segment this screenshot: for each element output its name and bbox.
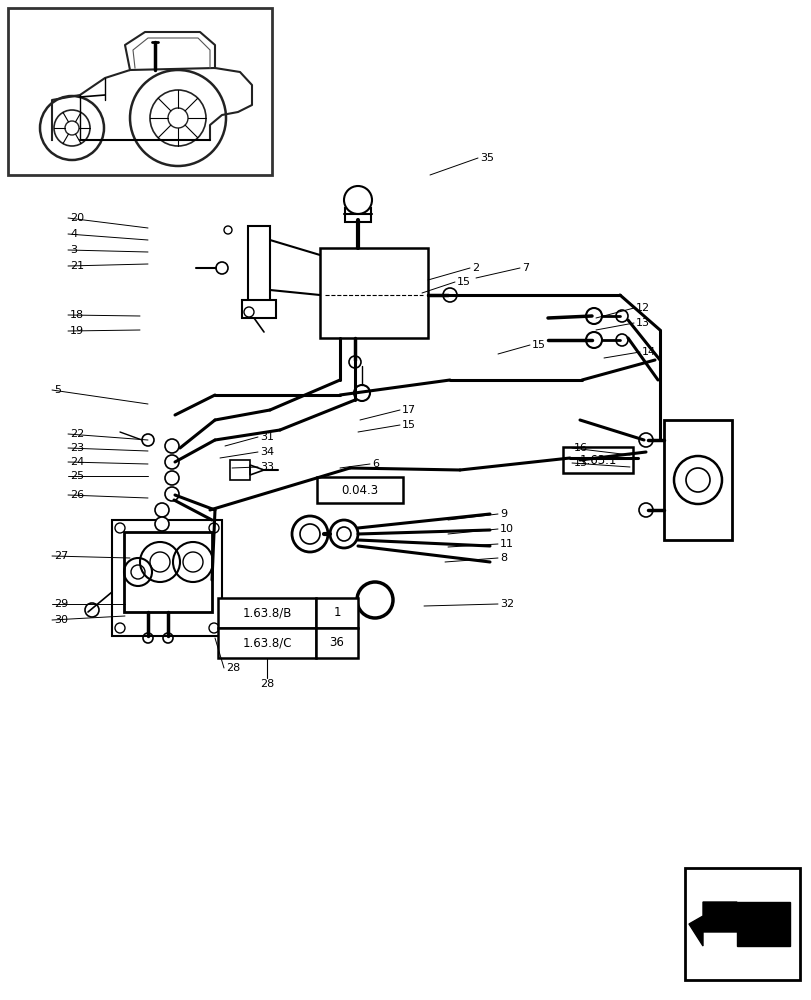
- Text: 15: 15: [457, 277, 470, 287]
- Text: 5: 5: [54, 385, 61, 395]
- Text: 28: 28: [260, 679, 274, 689]
- Circle shape: [344, 186, 371, 214]
- Circle shape: [329, 520, 358, 548]
- Bar: [242, 300, 276, 318]
- Text: 30: 30: [54, 615, 68, 625]
- Text: 32: 32: [500, 599, 513, 609]
- Bar: [316, 477, 402, 503]
- Text: 29: 29: [54, 599, 68, 609]
- Polygon shape: [736, 902, 789, 946]
- Text: 21: 21: [70, 261, 84, 271]
- Text: 3: 3: [70, 245, 77, 255]
- Text: 11: 11: [500, 539, 513, 549]
- Text: 19: 19: [70, 326, 84, 336]
- Circle shape: [165, 487, 178, 501]
- Circle shape: [357, 582, 393, 618]
- Text: 2: 2: [471, 263, 478, 273]
- Bar: [247, 226, 270, 301]
- Bar: [8, 8, 272, 175]
- Bar: [663, 420, 731, 540]
- Bar: [112, 520, 221, 636]
- Circle shape: [673, 456, 721, 504]
- Text: 1: 1: [333, 606, 341, 619]
- Bar: [217, 628, 315, 658]
- Text: 12: 12: [635, 303, 650, 313]
- Text: 15: 15: [531, 340, 545, 350]
- Text: 18: 18: [70, 310, 84, 320]
- Circle shape: [354, 385, 370, 401]
- Text: 25: 25: [70, 471, 84, 481]
- Text: 8: 8: [500, 553, 507, 563]
- Text: 13: 13: [573, 458, 587, 468]
- Text: 1.63.8/B: 1.63.8/B: [242, 606, 291, 619]
- Text: 13: 13: [635, 318, 649, 328]
- Text: 36: 36: [329, 636, 344, 650]
- Bar: [562, 447, 633, 473]
- Text: 17: 17: [401, 405, 415, 415]
- Text: 1.63.8/C: 1.63.8/C: [242, 636, 291, 650]
- Circle shape: [586, 332, 601, 348]
- Text: 0.04.3: 0.04.3: [341, 484, 378, 496]
- Text: 9: 9: [500, 509, 507, 519]
- Text: 16: 16: [573, 443, 587, 453]
- Bar: [230, 460, 250, 480]
- Circle shape: [165, 439, 178, 453]
- Text: 23: 23: [70, 443, 84, 453]
- Text: 22: 22: [70, 429, 84, 439]
- Text: 1.63.1: 1.63.1: [578, 454, 616, 466]
- Text: 6: 6: [371, 459, 379, 469]
- Circle shape: [638, 433, 652, 447]
- Text: 35: 35: [479, 153, 493, 163]
- Bar: [345, 208, 371, 222]
- Circle shape: [165, 471, 178, 485]
- Text: 28: 28: [225, 663, 240, 673]
- Text: 7: 7: [521, 263, 529, 273]
- Circle shape: [638, 503, 652, 517]
- Polygon shape: [689, 902, 736, 946]
- Circle shape: [155, 503, 169, 517]
- Text: 20: 20: [70, 213, 84, 223]
- Circle shape: [586, 308, 601, 324]
- Bar: [217, 598, 315, 628]
- Text: 15: 15: [401, 420, 415, 430]
- Text: 26: 26: [70, 490, 84, 500]
- Text: 4: 4: [70, 229, 77, 239]
- Circle shape: [155, 517, 169, 531]
- Text: 27: 27: [54, 551, 68, 561]
- Bar: [315, 598, 358, 628]
- Text: 24: 24: [70, 457, 84, 467]
- Circle shape: [165, 455, 178, 469]
- Text: 31: 31: [260, 432, 273, 442]
- Circle shape: [292, 516, 328, 552]
- Bar: [315, 628, 358, 658]
- Bar: [124, 532, 212, 612]
- Text: 33: 33: [260, 462, 273, 472]
- Text: 34: 34: [260, 447, 274, 457]
- Text: 14: 14: [642, 347, 655, 357]
- Bar: [320, 248, 427, 338]
- Text: 10: 10: [500, 524, 513, 534]
- Bar: [684, 868, 799, 980]
- Circle shape: [443, 288, 457, 302]
